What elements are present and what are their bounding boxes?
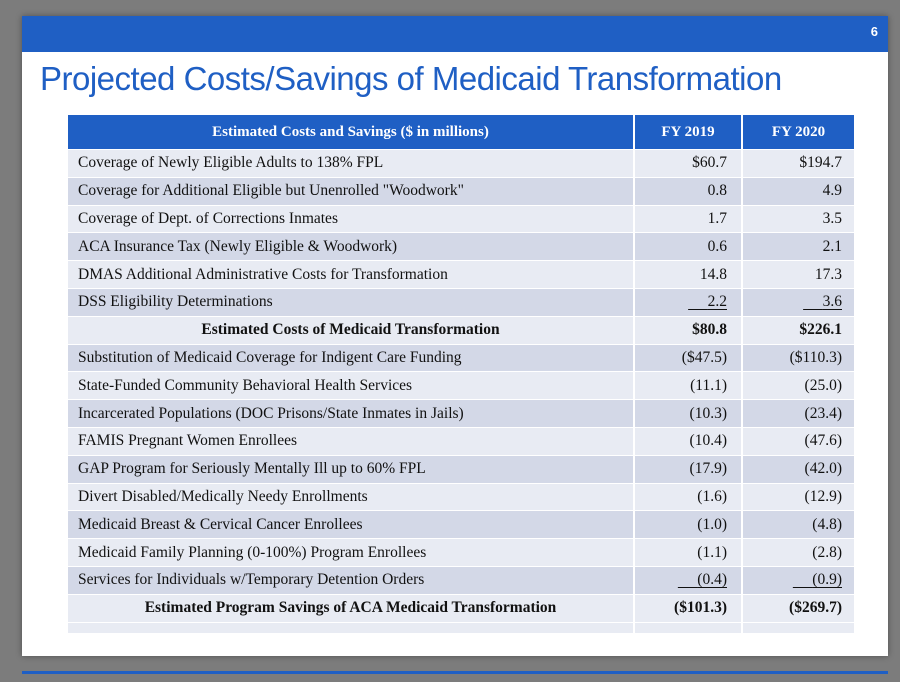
header-fy2019: FY 2019 bbox=[633, 115, 742, 150]
savings-total-row: Estimated Program Savings of ACA Medicai… bbox=[68, 593, 854, 623]
fy2019-value: (17.9) bbox=[633, 454, 742, 484]
row-label: ACA Insurance Tax (Newly Eligible & Wood… bbox=[68, 232, 634, 261]
slide-title: Projected Costs/Savings of Medicaid Tran… bbox=[40, 60, 782, 97]
row-label: Substitution of Medicaid Coverage for In… bbox=[68, 343, 634, 372]
fy2019-value: 1.7 bbox=[633, 204, 742, 233]
row-label: Medicaid Family Planning (0-100%) Progra… bbox=[68, 538, 634, 567]
row-label: GAP Program for Seriously Mentally Ill u… bbox=[68, 454, 634, 484]
fy2020-value: (2.8) bbox=[741, 538, 854, 567]
row-label: DSS Eligibility Determinations bbox=[68, 287, 634, 317]
fy2019-value: 0.8 bbox=[633, 176, 742, 206]
fy2019-value: $60.7 bbox=[633, 149, 742, 178]
fy2020-value: 4.9 bbox=[741, 176, 854, 206]
fy2019-value: (1.6) bbox=[633, 482, 742, 511]
table-row: DSS Eligibility Determinations 2.2 3.6 bbox=[68, 287, 854, 317]
fy2020-value: $194.7 bbox=[741, 149, 854, 178]
table-row: Coverage of Dept. of Corrections Inmates… bbox=[68, 204, 854, 233]
fy2019-value: ($47.5) bbox=[633, 343, 742, 372]
fy2020-value: $226.1 bbox=[741, 315, 854, 345]
row-label: Coverage of Newly Eligible Adults to 138… bbox=[68, 149, 634, 178]
row-label: DMAS Additional Administrative Costs for… bbox=[68, 260, 634, 289]
fy2020-value: (47.6) bbox=[741, 426, 854, 456]
cost-savings-table-container: Estimated Costs and Savings ($ in millio… bbox=[68, 115, 854, 633]
table-row: ACA Insurance Tax (Newly Eligible & Wood… bbox=[68, 232, 854, 261]
row-label: Services for Individuals w/Temporary Det… bbox=[68, 565, 634, 595]
fy2020-value: ($110.3) bbox=[741, 343, 854, 372]
table-row: GAP Program for Seriously Mentally Ill u… bbox=[68, 454, 854, 484]
fy2019-value: 14.8 bbox=[633, 260, 742, 289]
fy2019-value: (11.1) bbox=[633, 371, 742, 400]
row-label: Divert Disabled/Medically Needy Enrollme… bbox=[68, 482, 634, 511]
header-description: Estimated Costs and Savings ($ in millio… bbox=[68, 115, 634, 150]
fy2019-value: ($101.3) bbox=[633, 593, 742, 623]
fy2020-value: (12.9) bbox=[741, 482, 854, 511]
table-row: Services for Individuals w/Temporary Det… bbox=[68, 565, 854, 595]
table-row: FAMIS Pregnant Women Enrollees (10.4) (4… bbox=[68, 426, 854, 456]
table-header-row: Estimated Costs and Savings ($ in millio… bbox=[68, 115, 854, 150]
row-label: Incarcerated Populations (DOC Prisons/St… bbox=[68, 399, 634, 428]
top-bar: 6 bbox=[22, 16, 888, 52]
fy2019-value: (1.0) bbox=[633, 510, 742, 539]
table-row: Coverage for Additional Eligible but Une… bbox=[68, 176, 854, 206]
table-row: Medicaid Breast & Cervical Cancer Enroll… bbox=[68, 510, 854, 539]
row-label: Estimated Program Savings of ACA Medicai… bbox=[68, 593, 634, 623]
table-row: Coverage of Newly Eligible Adults to 138… bbox=[68, 149, 854, 178]
spacer-cell bbox=[68, 621, 634, 633]
fy2019-value: 2.2 bbox=[633, 287, 742, 317]
row-label: State-Funded Community Behavioral Health… bbox=[68, 371, 634, 400]
bottom-bar bbox=[22, 671, 888, 674]
fy2019-value-text: (0.4) bbox=[697, 571, 727, 589]
cost-savings-table: Estimated Costs and Savings ($ in millio… bbox=[68, 115, 854, 633]
header-fy2020: FY 2020 bbox=[741, 115, 854, 150]
row-label: FAMIS Pregnant Women Enrollees bbox=[68, 426, 634, 456]
fy2019-value: $80.8 bbox=[633, 315, 742, 345]
row-label: Coverage of Dept. of Corrections Inmates bbox=[68, 204, 634, 233]
fy2020-value: (0.9) bbox=[741, 565, 854, 595]
fy2020-value: (25.0) bbox=[741, 371, 854, 400]
fy2019-value: (0.4) bbox=[633, 565, 742, 595]
table-spacer-row bbox=[68, 621, 854, 633]
slide-number: 6 bbox=[870, 24, 878, 39]
fy2020-value-text: 3.6 bbox=[822, 293, 842, 311]
row-label: Estimated Costs of Medicaid Transformati… bbox=[68, 315, 634, 345]
fy2020-value-text: (0.9) bbox=[812, 571, 842, 589]
fy2020-value: (23.4) bbox=[741, 399, 854, 428]
table-row: Substitution of Medicaid Coverage for In… bbox=[68, 343, 854, 372]
fy2019-value-text: 2.2 bbox=[707, 293, 727, 311]
costs-total-row: Estimated Costs of Medicaid Transformati… bbox=[68, 315, 854, 345]
fy2019-value: (1.1) bbox=[633, 538, 742, 567]
fy2020-value: (42.0) bbox=[741, 454, 854, 484]
table-row: State-Funded Community Behavioral Health… bbox=[68, 371, 854, 400]
row-label: Coverage for Additional Eligible but Une… bbox=[68, 176, 634, 206]
table-row: DMAS Additional Administrative Costs for… bbox=[68, 260, 854, 289]
fy2020-value: 3.5 bbox=[741, 204, 854, 233]
fy2020-value: 17.3 bbox=[741, 260, 854, 289]
fy2020-value: 2.1 bbox=[741, 232, 854, 261]
table-row: Medicaid Family Planning (0-100%) Progra… bbox=[68, 538, 854, 567]
fy2020-value: (4.8) bbox=[741, 510, 854, 539]
slide: 6 Projected Costs/Savings of Medicaid Tr… bbox=[22, 16, 888, 656]
spacer-cell bbox=[633, 621, 742, 633]
fy2019-value: (10.4) bbox=[633, 426, 742, 456]
table-row: Incarcerated Populations (DOC Prisons/St… bbox=[68, 399, 854, 428]
table-row: Divert Disabled/Medically Needy Enrollme… bbox=[68, 482, 854, 511]
fy2019-value: 0.6 bbox=[633, 232, 742, 261]
spacer-cell bbox=[741, 621, 854, 633]
fy2020-value: ($269.7) bbox=[741, 593, 854, 623]
row-label: Medicaid Breast & Cervical Cancer Enroll… bbox=[68, 510, 634, 539]
fy2020-value: 3.6 bbox=[741, 287, 854, 317]
fy2019-value: (10.3) bbox=[633, 399, 742, 428]
